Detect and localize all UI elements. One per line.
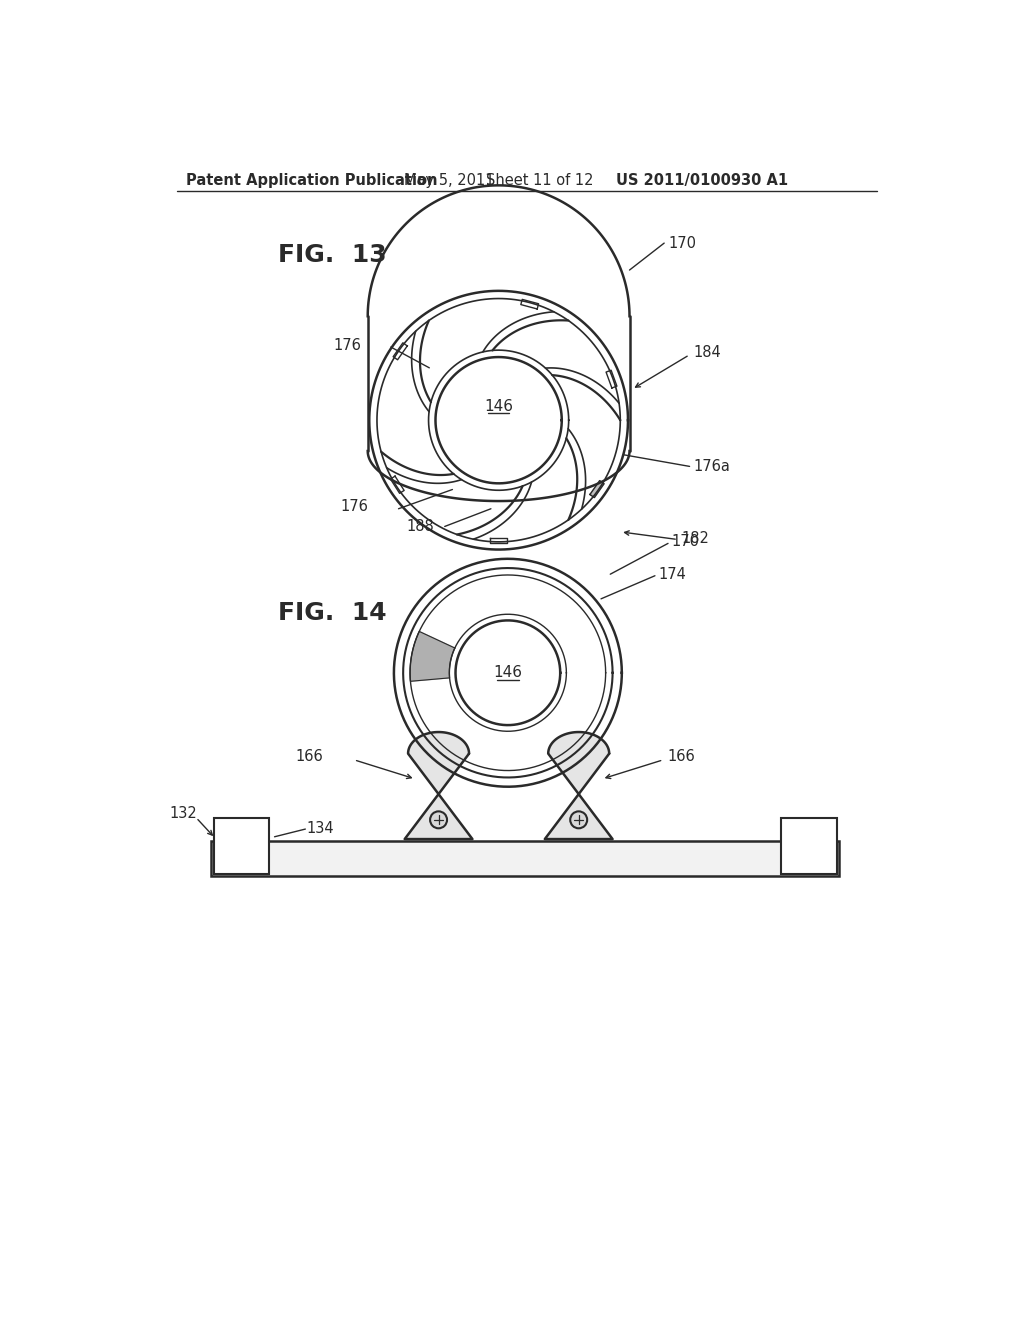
Text: 170: 170	[672, 535, 699, 549]
Text: 166: 166	[295, 750, 323, 764]
Text: 174: 174	[658, 566, 687, 582]
Text: 146: 146	[484, 399, 513, 414]
Text: 182: 182	[682, 531, 710, 545]
Text: 188: 188	[407, 519, 434, 535]
Text: 176: 176	[333, 338, 360, 352]
Polygon shape	[545, 733, 612, 840]
Text: FIG.  14: FIG. 14	[279, 601, 387, 624]
Text: 176a: 176a	[693, 459, 730, 474]
Text: May 5, 2011: May 5, 2011	[403, 173, 495, 189]
Bar	[214, 818, 269, 874]
Circle shape	[430, 812, 447, 829]
Text: Sheet 11 of 12: Sheet 11 of 12	[486, 173, 594, 189]
Circle shape	[570, 812, 587, 829]
Text: 184: 184	[693, 345, 721, 360]
Text: 134: 134	[307, 821, 335, 836]
Bar	[211, 841, 839, 876]
Text: 166: 166	[668, 750, 695, 764]
Polygon shape	[410, 631, 455, 681]
Polygon shape	[590, 480, 604, 498]
Text: 176: 176	[341, 499, 369, 513]
Text: FIG.  13: FIG. 13	[279, 243, 387, 267]
Polygon shape	[404, 733, 472, 840]
Text: 132: 132	[169, 807, 197, 821]
Text: 170: 170	[668, 235, 696, 251]
Text: 146: 146	[494, 665, 522, 680]
Text: Patent Application Publication: Patent Application Publication	[186, 173, 437, 189]
Text: US 2011/0100930 A1: US 2011/0100930 A1	[615, 173, 787, 189]
Bar	[781, 818, 837, 874]
